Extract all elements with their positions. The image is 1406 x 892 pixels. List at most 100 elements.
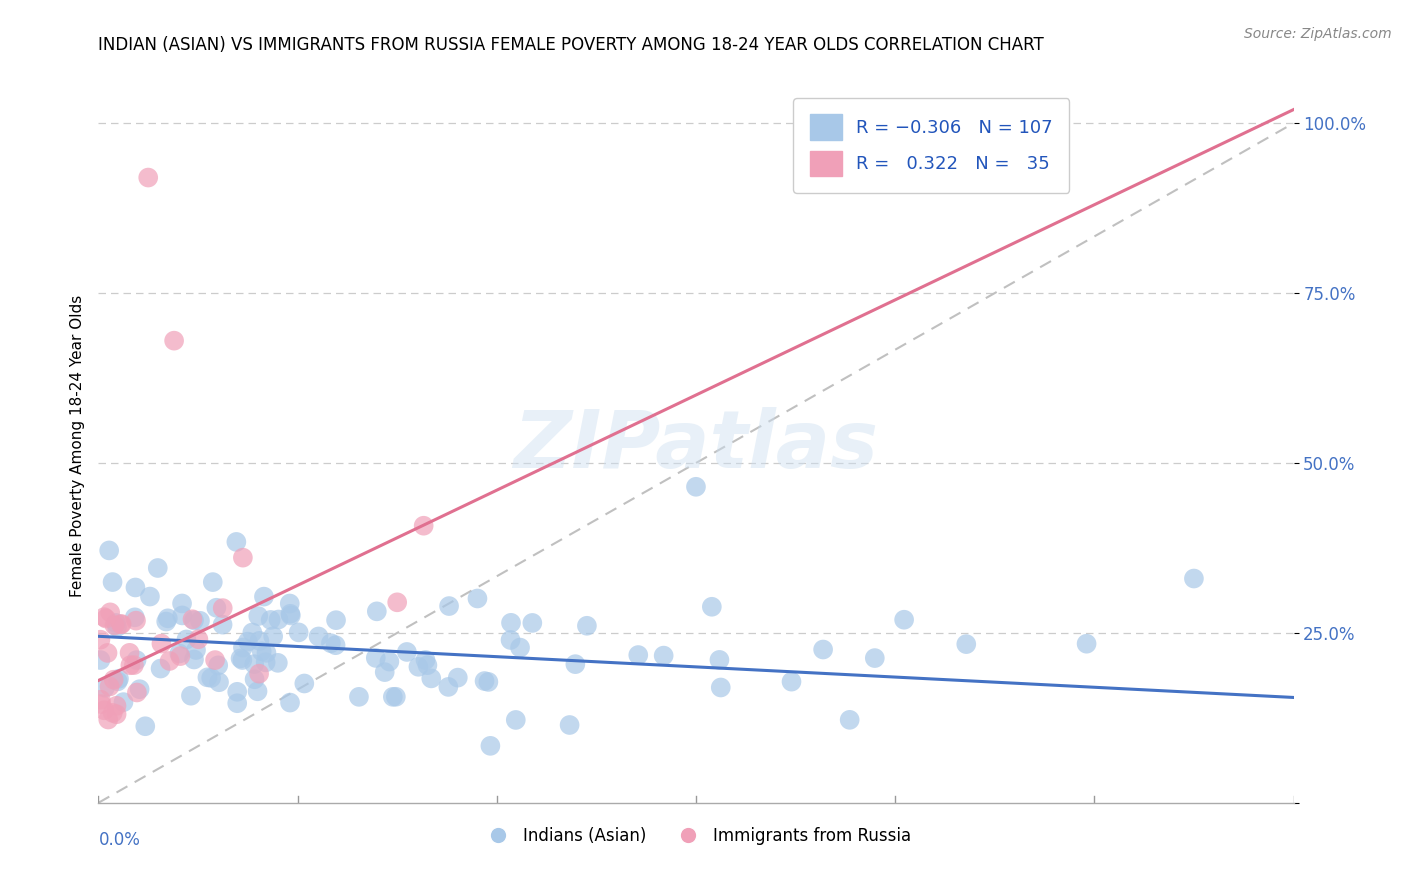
Point — [232, 550, 254, 565]
Point — [378, 655, 401, 669]
Point — [254, 656, 277, 670]
Point — [709, 653, 731, 667]
Point — [364, 651, 387, 665]
Point — [308, 630, 330, 644]
Point — [229, 651, 252, 665]
Point — [415, 653, 437, 667]
Point — [447, 671, 470, 685]
Point — [105, 707, 128, 722]
Point — [183, 652, 205, 666]
Point — [125, 614, 148, 628]
Point — [412, 518, 434, 533]
Point — [467, 591, 489, 606]
Point — [180, 689, 202, 703]
Point — [499, 615, 522, 630]
Point — [253, 590, 276, 604]
Point — [96, 646, 118, 660]
Point — [124, 581, 146, 595]
Point — [200, 671, 222, 685]
Point — [385, 595, 409, 609]
Point — [267, 613, 290, 627]
Point — [139, 590, 162, 604]
Point — [112, 695, 135, 709]
Point — [374, 665, 396, 679]
Point — [110, 617, 132, 632]
Point — [101, 706, 124, 720]
Point — [256, 646, 278, 660]
Point — [710, 681, 733, 695]
Point — [325, 613, 347, 627]
Point — [98, 605, 121, 619]
Point — [176, 632, 198, 647]
Point — [262, 629, 284, 643]
Point — [955, 637, 977, 651]
Point — [236, 634, 259, 648]
Y-axis label: Female Poverty Among 18-24 Year Olds: Female Poverty Among 18-24 Year Olds — [69, 295, 84, 597]
Point — [183, 613, 205, 627]
Point — [169, 649, 191, 664]
Point — [211, 617, 233, 632]
Point — [98, 543, 121, 558]
Point — [1076, 637, 1098, 651]
Point — [247, 666, 270, 681]
Point — [159, 654, 181, 668]
Point — [278, 696, 301, 710]
Point — [105, 620, 128, 634]
Point — [685, 480, 707, 494]
Point — [325, 638, 347, 652]
Point — [319, 636, 342, 650]
Point — [197, 670, 219, 684]
Point — [249, 633, 271, 648]
Point — [105, 698, 128, 713]
Point — [278, 607, 301, 621]
Point — [170, 597, 193, 611]
Point — [125, 685, 148, 699]
Point — [416, 658, 439, 673]
Point — [103, 673, 125, 687]
Point — [120, 658, 142, 673]
Point — [250, 644, 273, 658]
Point — [155, 615, 177, 629]
Point — [93, 610, 115, 624]
Point — [204, 653, 226, 667]
Point — [287, 625, 309, 640]
Point — [780, 674, 803, 689]
Point — [627, 648, 650, 662]
Point — [505, 713, 527, 727]
Point — [211, 601, 233, 615]
Point — [149, 661, 172, 675]
Point — [893, 613, 915, 627]
Legend: Indians (Asian), Immigrants from Russia: Indians (Asian), Immigrants from Russia — [474, 821, 918, 852]
Point — [205, 600, 228, 615]
Point — [208, 675, 231, 690]
Point — [509, 640, 531, 655]
Point — [226, 685, 249, 699]
Point — [240, 625, 263, 640]
Point — [156, 611, 179, 625]
Point — [103, 618, 125, 632]
Point — [125, 653, 148, 667]
Point — [564, 657, 586, 672]
Point — [474, 673, 496, 688]
Point — [105, 615, 128, 630]
Point — [187, 632, 209, 647]
Point — [108, 672, 131, 686]
Point — [292, 676, 315, 690]
Point — [122, 658, 145, 673]
Point — [437, 680, 460, 694]
Point — [1182, 572, 1205, 586]
Point — [395, 645, 418, 659]
Point — [246, 684, 269, 698]
Point — [700, 599, 723, 614]
Point — [838, 713, 860, 727]
Point — [366, 604, 388, 618]
Point — [381, 690, 404, 704]
Point — [226, 696, 249, 710]
Point — [118, 646, 141, 660]
Point — [94, 611, 117, 625]
Point — [231, 653, 253, 667]
Point — [499, 632, 522, 647]
Point — [181, 612, 204, 626]
Point — [347, 690, 370, 704]
Point — [94, 681, 117, 695]
